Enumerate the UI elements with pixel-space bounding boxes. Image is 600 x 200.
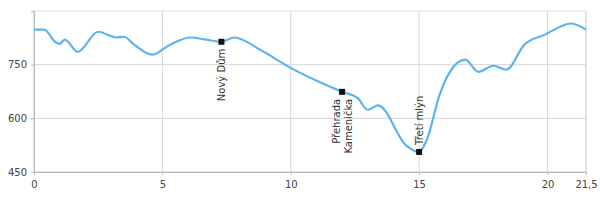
- waypoint-label: Přehrada: [331, 99, 342, 144]
- x-axis: 0 5 10 15 20 21,5: [31, 172, 597, 190]
- x-tick: 15: [413, 172, 426, 190]
- y-tick-label: 750: [8, 59, 27, 70]
- annotations: Nový Dům PřehradaKamenička Třetí mlýn: [216, 49, 425, 154]
- x-tick-label: 10: [285, 179, 298, 190]
- x-tick: 10: [285, 172, 298, 190]
- x-grid-line: [547, 11, 548, 172]
- waypoint-marker: [416, 149, 422, 155]
- y-axis-line: [31, 12, 35, 173]
- y-tick: 750: [8, 59, 34, 70]
- x-tick: 20: [542, 172, 555, 190]
- x-tick-label: 0: [31, 179, 37, 190]
- waypoint-label: Kamenička: [343, 99, 354, 154]
- marks: [34, 24, 586, 155]
- waypoint-label: Nový Dům: [216, 49, 227, 101]
- y-tick: 600: [8, 113, 34, 124]
- x-tick: 5: [160, 172, 166, 190]
- waypoint-label: Třetí mlýn: [414, 96, 425, 146]
- x-grid-line: [290, 11, 291, 172]
- grid: [34, 11, 586, 172]
- y-tick-mark: [31, 65, 34, 66]
- y-tick-mark: [31, 172, 34, 173]
- x-tick-label: 15: [413, 179, 426, 190]
- waypoint-marker: [339, 89, 345, 95]
- x-tick-label: 20: [542, 179, 555, 190]
- y-tick-mark: [31, 118, 34, 119]
- x-grid-line: [162, 11, 163, 172]
- x-tick-label: 5: [160, 179, 166, 190]
- y-grid-line: [34, 118, 586, 119]
- plot: 0 5 10 15 20 21,5 450 600 750 Nový Dům PřehradaKam…: [8, 11, 598, 190]
- y-tick-label: 600: [8, 113, 27, 124]
- x-tick: 0: [31, 172, 37, 190]
- y-tick: 450: [8, 167, 34, 178]
- x-grid-line: [419, 11, 420, 172]
- y-axis: 450 600 750: [8, 12, 35, 178]
- x-tick-mark: [291, 172, 292, 175]
- x-tick-mark: [162, 172, 163, 175]
- x-tick-mark: [586, 172, 587, 175]
- x-tick-mark: [419, 172, 420, 175]
- y-tick-label: 450: [8, 167, 27, 178]
- x-grid-line: [586, 11, 587, 172]
- elevation-line: [34, 24, 586, 152]
- x-tick: 21,5: [575, 172, 597, 190]
- plot-frame: [34, 11, 586, 172]
- chart: 0 5 10 15 20 21,5 450 600 750 Nový Dům PřehradaKam…: [0, 0, 600, 200]
- waypoint-marker: [218, 39, 224, 45]
- x-axis-line: [35, 173, 587, 176]
- x-tick-label: 21,5: [575, 179, 597, 190]
- x-tick-mark: [547, 172, 548, 175]
- y-grid-line: [34, 64, 586, 65]
